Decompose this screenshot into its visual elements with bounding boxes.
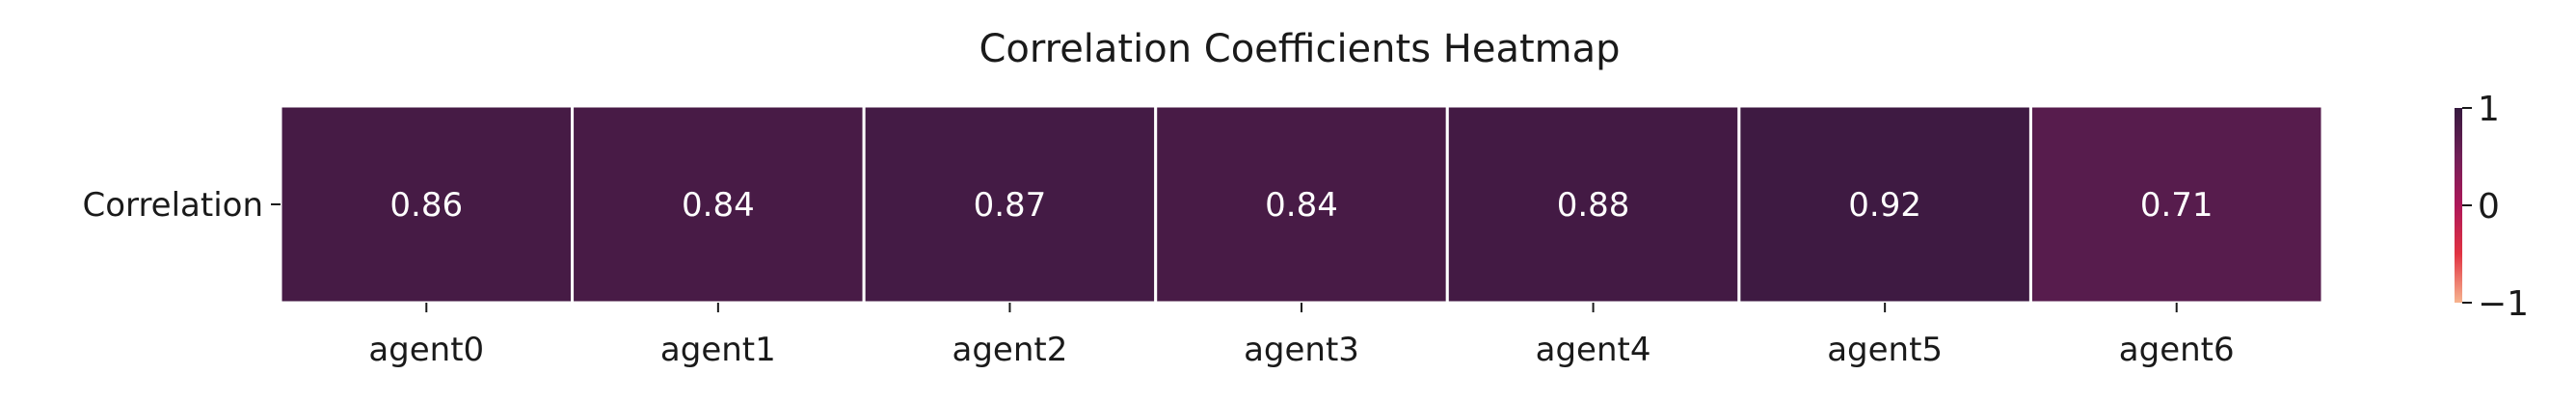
heatmap-cell-agent1 (571, 104, 866, 305)
column-label-agent3: agent3 (1244, 331, 1359, 369)
heatmap-cell-agent5 (1737, 104, 2032, 305)
column-label-agent5: agent5 (1827, 331, 1943, 369)
cell-value-agent5: 0.92 (1848, 186, 1921, 225)
heatmap-cell-agent2 (862, 104, 1158, 305)
colorbar-tick-label: 1 (2478, 90, 2500, 129)
column-label-agent2: agent2 (952, 331, 1067, 369)
heatmap-cell-agent3 (1154, 104, 1449, 305)
row-label: Correlation (83, 186, 263, 225)
cell-value-agent3: 0.84 (1265, 186, 1338, 225)
cell-value-agent6: 0.71 (2140, 186, 2214, 225)
heatmap-cell-agent0 (279, 104, 575, 305)
column-labels: agent0 agent1 agent2 agent3 agent4 agent5 agen… (368, 303, 2235, 369)
heatmap-cell-agent4 (1445, 104, 1741, 305)
column-label-agent4: agent4 (1536, 331, 1651, 369)
heatmap-cells: 0.86 0.84 0.87 0.84 0.88 0.92 0.71 (279, 104, 2324, 305)
cell-value-agent1: 0.84 (682, 186, 755, 225)
colorbar: 1 0 −1 (2455, 90, 2529, 324)
chart-title: Correlation Coefficients Heatmap (979, 27, 1620, 71)
colorbar-gradient (2455, 108, 2462, 303)
cell-value-agent2: 0.87 (974, 186, 1047, 225)
row-labels: Correlation (83, 186, 281, 225)
column-label-agent6: agent6 (2119, 331, 2235, 369)
column-label-agent1: agent1 (660, 331, 776, 369)
colorbar-tick-label: −1 (2478, 284, 2529, 324)
cell-value-agent4: 0.88 (1557, 186, 1630, 225)
cell-value-agent0: 0.86 (389, 186, 463, 225)
colorbar-tick-label: 0 (2478, 187, 2500, 227)
column-label-agent0: agent0 (368, 331, 484, 369)
